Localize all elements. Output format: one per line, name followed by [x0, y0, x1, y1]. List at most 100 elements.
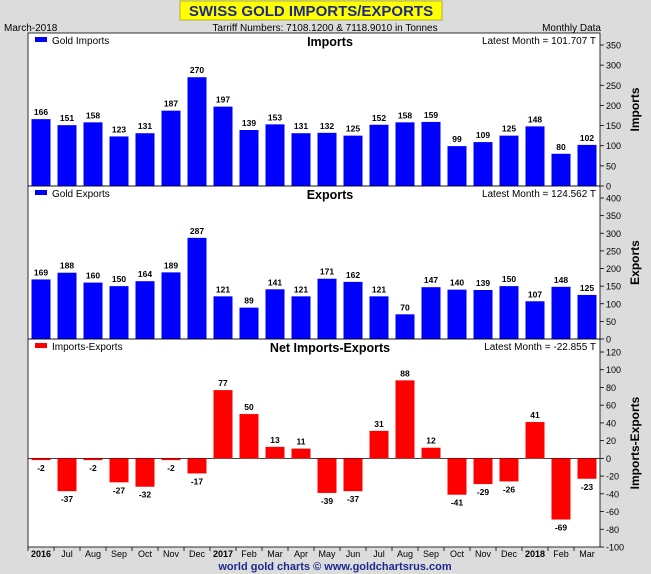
net-bar	[551, 458, 571, 520]
imports-bar	[83, 122, 103, 186]
chart-title: SWISS GOLD IMPORTS/EXPORTS	[189, 3, 433, 20]
footer-credit: world gold charts © www.goldchartsrus.co…	[217, 561, 451, 573]
imports-bar	[499, 135, 519, 186]
net-panel-title: Net Imports-Exports	[270, 341, 390, 355]
imports-y-axis-title: Imports	[628, 87, 642, 131]
net-bar	[525, 422, 545, 459]
exports-bar	[473, 290, 493, 339]
imports-ytick-label: 100	[606, 141, 621, 151]
net-legend-label: Imports-Exports	[52, 342, 123, 353]
imports-ytick-label: 0	[606, 182, 611, 192]
imports-bar	[239, 130, 259, 186]
tariff-label: Tarriff Numbers: 7108.1200 & 7118.9010 i…	[212, 23, 437, 34]
net-ytick-label: 80	[606, 383, 616, 393]
imports-data-label: 187	[164, 99, 178, 109]
imports-data-label: 159	[424, 110, 438, 120]
exports-ytick-label: 50	[606, 317, 616, 327]
imports-data-label: 153	[268, 112, 282, 122]
exports-bar	[551, 286, 571, 339]
imports-data-label: 132	[320, 121, 334, 131]
imports-ytick-label: 50	[606, 161, 616, 171]
exports-data-label: 121	[372, 284, 386, 294]
imports-data-label: 158	[398, 110, 412, 120]
imports-data-label: 148	[528, 114, 542, 124]
net-bar	[317, 458, 337, 493]
exports-bar	[447, 289, 467, 339]
net-bar	[109, 458, 129, 483]
imports-data-label: 139	[242, 118, 256, 128]
exports-bar	[213, 296, 233, 339]
x-tick-label: Jul	[373, 549, 385, 559]
net-bar	[135, 458, 155, 487]
exports-data-label: 70	[400, 302, 410, 312]
net-bar	[213, 390, 233, 459]
exports-data-label: 140	[450, 278, 464, 288]
net-data-label: -26	[503, 484, 516, 494]
exports-data-label: 121	[216, 284, 230, 294]
x-tick-label: Feb	[553, 549, 569, 559]
net-data-label: -37	[61, 494, 74, 504]
exports-bar	[239, 307, 259, 339]
panel-net: -100 -80 -60 -40 -20 0 20 40 60 80 100 120 -2 -37 -2 -2…	[28, 341, 642, 553]
net-data-label: 41	[530, 410, 540, 420]
imports-bar	[135, 133, 155, 186]
exports-data-label: 150	[502, 274, 516, 284]
imports-bar	[265, 124, 285, 186]
x-tick-label: Oct	[450, 549, 465, 559]
exports-data-label: 188	[60, 261, 74, 271]
exports-ytick-label: 300	[606, 229, 621, 239]
exports-data-label: 169	[34, 267, 48, 277]
imports-data-label: 125	[346, 124, 360, 134]
exports-data-label: 139	[476, 278, 490, 288]
exports-bar	[343, 281, 363, 339]
exports-bar	[577, 294, 597, 339]
imports-data-label: 166	[34, 107, 48, 117]
x-tick-label: May	[318, 549, 336, 559]
net-data-label: -17	[191, 476, 204, 486]
exports-bar	[109, 286, 129, 339]
imports-ytick-label: 350	[606, 41, 621, 51]
exports-bar	[421, 287, 441, 339]
net-bar	[83, 458, 103, 461]
net-data-label: 50	[244, 402, 254, 412]
exports-ytick-label: 150	[606, 282, 621, 292]
exports-data-label: 189	[164, 260, 178, 270]
net-data-label: -41	[451, 498, 464, 508]
x-tick-label: Mar	[267, 549, 283, 559]
net-data-label: 77	[218, 378, 228, 388]
net-y-axis-title: Imports-Exports	[628, 396, 642, 489]
imports-ytick-label: 150	[606, 121, 621, 131]
net-data-label: -39	[321, 496, 334, 506]
exports-data-label: 171	[320, 267, 334, 277]
imports-data-label: 123	[112, 124, 126, 134]
exports-bar	[31, 279, 51, 339]
net-data-label: -2	[167, 463, 175, 473]
net-data-label: 11	[297, 437, 306, 447]
imports-bar	[447, 146, 467, 186]
x-tick-label: Dec	[189, 549, 206, 559]
net-bar	[31, 458, 51, 461]
exports-latest-month: Latest Month = 124.562 T	[482, 189, 596, 200]
imports-legend-swatch	[35, 37, 47, 42]
panel-imports: 0 50 100 150 200 250 300 350 166 151 158 123 131 187 2…	[28, 35, 642, 192]
exports-bar	[317, 278, 337, 339]
imports-bar	[291, 133, 311, 186]
x-tick-label: Sep	[111, 549, 127, 559]
net-ytick-label: -60	[606, 507, 619, 517]
net-data-label: -69	[555, 523, 568, 533]
exports-ytick-label: 0	[606, 335, 611, 345]
exports-bar	[187, 237, 207, 339]
exports-ytick-label: 100	[606, 299, 621, 309]
exports-panel-title: Exports	[307, 188, 354, 202]
imports-data-label: 99	[452, 134, 462, 144]
imports-bar	[369, 124, 389, 186]
net-data-label: -27	[113, 485, 126, 495]
net-data-label: -29	[477, 487, 490, 497]
exports-bar	[525, 301, 545, 339]
x-tick-label: Dec	[501, 549, 518, 559]
net-data-label: 13	[270, 435, 280, 445]
x-tick-label: Jul	[61, 549, 73, 559]
imports-data-label: 152	[372, 113, 386, 123]
